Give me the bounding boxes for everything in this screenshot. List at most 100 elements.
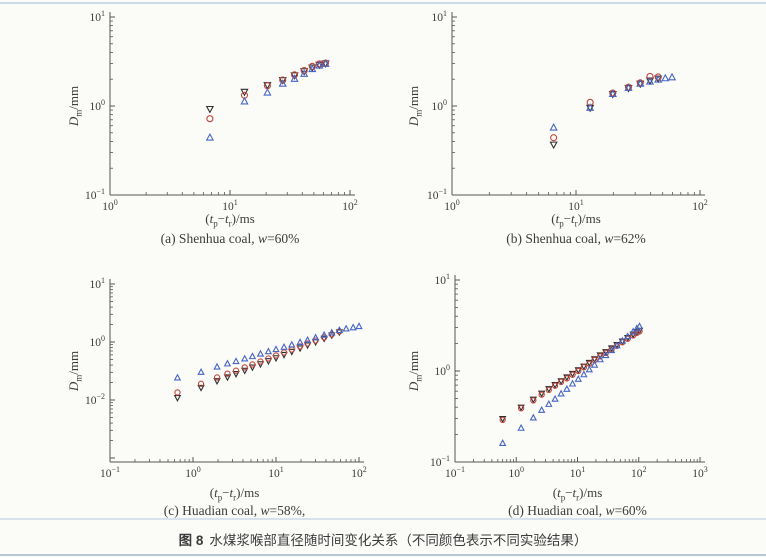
marker-circle [279,76,287,84]
subplot-a: 100 101 102 101 100 10−1 Dm/mm (tp−tr)/ms (a)… [60,0,370,258]
marker-circle [517,405,525,412]
marker-triangle-down [290,72,299,80]
marker-triangle-down [248,364,257,372]
caption-w: w [258,231,268,246]
marker-triangle-down [213,378,221,386]
series-black [498,327,644,423]
marker-circle [646,72,654,80]
marker-circle [557,378,565,385]
series-blue [498,322,644,446]
marker-triangle-down [563,374,571,382]
y-tick-label: 100 [435,363,451,378]
marker-triangle-up [321,59,330,67]
marker-circle [290,71,299,79]
y-axis-title: Dm/mm [66,311,84,431]
x-tick-label: 101 [570,465,586,480]
marker-triangle-down [264,358,273,366]
marker-triangle-up [568,379,577,387]
xlabel-t1: t [555,211,560,226]
xlabel-close: )/ms [231,211,255,226]
subplot-caption-b: (b) Shenhua coal, w=62% [452,231,700,247]
marker-triangle-up [549,122,558,131]
xlabel-open: ( [205,211,210,226]
subplot-d: 10−1 100 101 102 103 101 100 10−1 Dm/mm (tp−tr)… [400,265,730,520]
xlabel-sub2: r [228,218,232,229]
caption-post: =58%, [269,503,306,518]
ylabel-unit: /mm [406,350,421,375]
xlabel-close: )/ms [579,485,603,500]
marker-triangle-up [263,87,272,96]
marker-triangle-up [280,342,288,350]
marker-circle [296,343,304,350]
marker-triangle-up [248,352,257,360]
xlabel-minus: − [563,211,572,226]
marker-circle [569,371,576,378]
series-black [173,329,344,402]
xlabel-t1: t [209,211,214,226]
y-tick-label: 100 [90,98,106,113]
xlabel-t2: t [572,485,577,500]
xlabel-sub1: p [217,492,223,503]
marker-triangle-up [537,405,546,413]
x-tick-label: 103 [692,465,708,480]
series-blue [549,72,677,131]
xlabel-close: )/ms [236,485,260,500]
marker-circle [597,353,604,360]
marker-triangle-up [315,61,324,69]
marker-triangle-up [580,370,588,378]
marker-triangle-up [557,389,565,397]
xlabel-open: ( [551,211,556,226]
marker-triangle-down [590,356,599,364]
marker-triangle-down [328,332,336,340]
x-tick-label: 100 [185,465,201,480]
xlabel-sub1: p [560,492,566,503]
marker-triangle-up [654,75,663,83]
marker-triangle-up [629,327,637,335]
marker-triangle-down [256,361,265,369]
marker-triangle-up [667,72,677,81]
xlabel-sub1: p [559,218,564,229]
xlabel-sub2: r [233,492,237,503]
caption-w: w [604,231,614,246]
xlabel-t2: t [225,211,229,226]
subplot-caption-c: (c) Huadian coal, w=58%, [110,503,359,519]
marker-circle [308,62,316,70]
x-tick-label: 10−1 [445,465,465,480]
caption-pre: (b) Shenhua coal, [506,231,605,246]
marker-circle [265,355,272,362]
ylabel-symbol: D [406,116,421,127]
marker-triangle-up [355,322,363,330]
ylabel-unit: /mm [66,350,81,375]
marker-circle [654,73,662,81]
y-axis-title: Dm/mm [66,46,84,166]
marker-triangle-up [596,355,604,363]
marker-triangle-up [635,322,644,330]
xlabel-minus: − [217,211,226,226]
marker-circle [545,386,552,394]
series-red [550,72,662,142]
marker-circle [304,340,311,347]
figure-caption-text: 水煤浆喉部直径随时间变化关系（不同颜色表示不同实验结果） [209,533,588,548]
marker-triangle-up [529,413,538,421]
series-red [206,59,330,123]
x-tick-label: 102 [631,465,647,480]
y-tick-label: 10−1 [430,454,450,469]
marker-triangle-up [303,335,312,343]
marker-triangle-down [545,386,553,394]
marker-triangle-up [563,384,571,392]
marker-circle [241,364,248,371]
marker-triangle-down [529,396,538,404]
marker-circle [206,115,214,123]
marker-circle [563,375,570,382]
marker-triangle-up [602,351,610,359]
marker-triangle-up [342,324,350,332]
xlabel-minus: − [565,485,573,500]
marker-triangle-up [197,367,205,375]
marker-triangle-up [613,341,621,349]
marker-triangle-down [205,105,215,114]
x-axis-title: (tp−tr)/ms [452,211,700,232]
y-axis-title: Dm/mm [406,311,424,431]
marker-triangle-up [256,349,265,357]
marker-triangle-up [300,69,309,77]
